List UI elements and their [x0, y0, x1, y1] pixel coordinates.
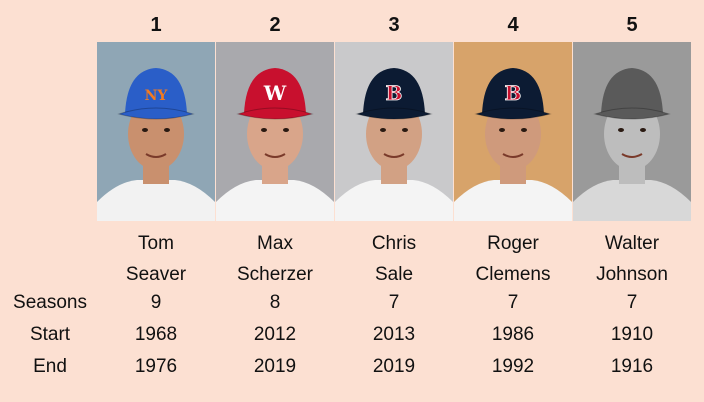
- player-photo-svg: B: [335, 42, 453, 221]
- player-last-name: Johnson: [596, 264, 668, 285]
- player-first-name: Chris: [371, 233, 417, 254]
- right-eye: [521, 128, 527, 132]
- cell-end: 1916: [610, 356, 654, 377]
- player-first-name: Max: [257, 233, 293, 254]
- right-eye: [283, 128, 289, 132]
- left-eye: [380, 128, 386, 132]
- jersey: [573, 180, 691, 221]
- row-label-seasons: Seasons: [13, 292, 87, 313]
- cell-seasons: 9: [150, 292, 162, 313]
- jersey: [335, 180, 453, 221]
- player-name: Max Scherzer: [216, 228, 334, 290]
- jersey: [216, 180, 334, 221]
- player-photo: B: [335, 42, 453, 221]
- cell-start: 1986: [491, 324, 535, 345]
- player-photo: NY: [97, 42, 215, 221]
- cap-logo: W: [263, 81, 287, 105]
- cell-end: 2019: [372, 356, 416, 377]
- cell-seasons: 8: [269, 292, 281, 313]
- jersey: [97, 180, 215, 221]
- cap-brim: [236, 107, 314, 120]
- left-eye: [142, 128, 148, 132]
- right-eye: [640, 128, 646, 132]
- player-last-name: Sale: [374, 264, 414, 285]
- cell-start: 2013: [372, 324, 416, 345]
- cap-logo: B: [505, 81, 522, 105]
- left-eye: [499, 128, 505, 132]
- cap: [363, 68, 425, 114]
- player-photo-svg: [573, 42, 691, 221]
- player-name: Walter Johnson: [573, 228, 691, 290]
- cell-seasons: 7: [626, 292, 638, 313]
- row-label-start: Start: [29, 324, 71, 345]
- player-name: Chris Sale: [335, 228, 453, 290]
- cell-start: 1910: [610, 324, 654, 345]
- mouth: [264, 153, 286, 158]
- mouth: [621, 153, 643, 158]
- right-eye: [402, 128, 408, 132]
- player-photo: [573, 42, 691, 221]
- cap: [244, 68, 306, 114]
- player-last-name: Seaver: [125, 264, 187, 285]
- rank-number: 3: [388, 14, 400, 36]
- mouth: [145, 153, 167, 158]
- player-first-name: Tom: [138, 233, 174, 254]
- cell-end: 2019: [253, 356, 297, 377]
- player-photo: W: [216, 42, 334, 221]
- cap: [601, 68, 663, 114]
- cap-brim: [474, 107, 552, 120]
- player-first-name: Walter: [604, 233, 660, 254]
- cell-end: 1992: [491, 356, 535, 377]
- rank-number: 2: [269, 14, 281, 36]
- player-photo-svg: NY: [97, 42, 215, 221]
- right-eye: [164, 128, 170, 132]
- cap: [482, 68, 544, 114]
- player-name: Roger Clemens: [454, 228, 572, 290]
- cap-logo: NY: [145, 88, 169, 104]
- cap-logo: B: [386, 81, 403, 105]
- rank-number: 4: [507, 14, 519, 36]
- player-photo: B: [454, 42, 572, 221]
- rank-number: 1: [150, 14, 162, 36]
- mouth: [502, 153, 524, 158]
- cap: [125, 68, 187, 114]
- cell-seasons: 7: [388, 292, 400, 313]
- row-label-end: End: [33, 356, 67, 377]
- left-eye: [261, 128, 267, 132]
- cap-brim: [355, 107, 433, 120]
- cell-start: 1968: [134, 324, 178, 345]
- player-last-name: Clemens: [475, 264, 551, 285]
- cell-start: 2012: [253, 324, 297, 345]
- player-photo-svg: B: [454, 42, 572, 221]
- player-last-name: Scherzer: [236, 264, 314, 285]
- player-first-name: Roger: [487, 233, 539, 254]
- rank-number: 5: [626, 14, 638, 36]
- cap-brim: [593, 107, 671, 120]
- cell-end: 1976: [134, 356, 178, 377]
- player-photo-svg: W: [216, 42, 334, 221]
- jersey: [454, 180, 572, 221]
- cell-seasons: 7: [507, 292, 519, 313]
- cap-brim: [117, 107, 195, 120]
- player-name: Tom Seaver: [97, 228, 215, 290]
- mouth: [383, 153, 405, 158]
- left-eye: [618, 128, 624, 132]
